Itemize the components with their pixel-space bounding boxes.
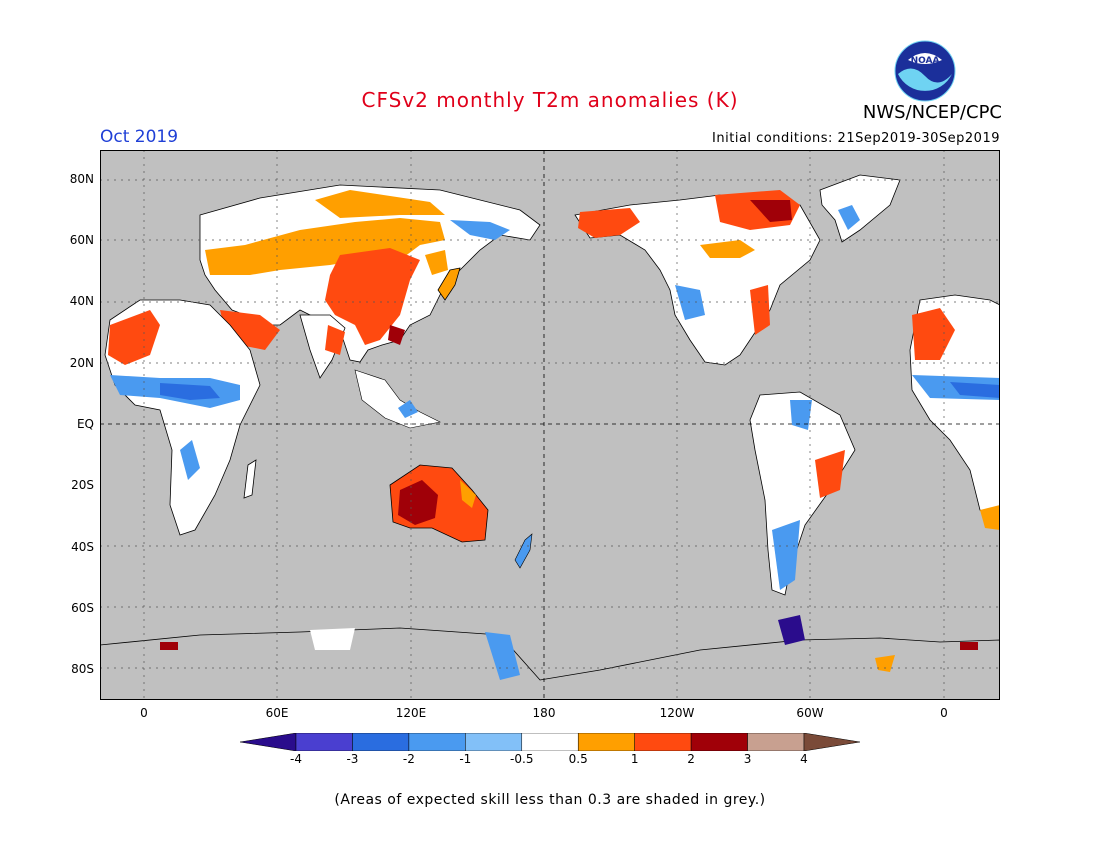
colorbar-label: 3 [743,752,752,766]
longitude-label: 180 [532,706,556,720]
colorbar-segment [240,733,297,751]
anomaly-south-africa-wrap-warm [980,505,1000,530]
anomaly-weddell-warm [875,655,895,672]
anomaly-east-us-hot [750,285,770,335]
anomaly-greenland-cool [838,205,860,230]
anomaly-china-mongolia-hot [325,248,420,345]
longitude-label: 0 [940,706,948,720]
latitude-label: 40N [69,294,94,308]
footnote: (Areas of expected skill less than 0.3 a… [334,792,766,808]
landmass-new-zealand [514,533,533,569]
landmass-greenland [819,174,901,243]
anomaly-central-canada-warm [700,240,755,258]
anomaly-west-us-cool [675,285,705,320]
anomaly-alaska-hot [578,208,640,238]
latitude-label: 20N [69,356,94,370]
colorbar-label: -1 [459,752,472,766]
longitude-label: 120W [659,706,695,720]
colorbar-segment [521,733,579,751]
landmass-madagascar [243,459,257,499]
landmass-africa [104,299,261,536]
colorbar-label: -2 [402,752,415,766]
colorbar [240,733,860,751]
longitude-label: 60W [796,706,824,720]
map-title: CFSv2 monthly T2m anomalies (K) [361,88,739,112]
anomaly-amazon-cool [790,400,812,430]
latitude-label: 80S [71,662,94,676]
latitude-label: 80N [69,172,94,186]
anomaly-ross-sea-cool [485,632,520,680]
graticule [100,150,1000,700]
anomaly-brazil-hot [815,450,845,498]
anomaly-central-africa-cool [180,440,200,480]
latitude-label: 60S [71,601,94,615]
colorbar-label: 0.5 [568,752,588,766]
colorbar-segment [295,733,353,751]
anomaly-india-hot [325,325,345,355]
longitude-label: 60E [265,706,289,720]
colorbar-label: -4 [290,752,302,766]
colorbar-segment [465,733,523,751]
anomaly-west-australia-very-hot [398,480,438,525]
anomaly-korea-warm [425,250,448,275]
anomaly-arctic-russia-warm [315,190,445,218]
colorbar-label: -0.5 [510,752,534,766]
latitude-label: 60N [69,233,94,247]
noaa-logo-icon: NOAA [894,40,956,102]
anomaly-queen-maud-very-hot [160,642,178,650]
colorbar-segment [690,733,748,751]
anomaly-antarctic-peninsula-very-cool [778,615,805,645]
logo-text: NOAA [911,56,940,66]
anomaly-sahel-cooler [160,383,220,400]
anomaly-queen-maud-wrap-very-hot [960,642,978,650]
longitude-label: 0 [140,706,148,720]
anomaly-east-australia-warm [460,480,476,508]
colorbar-segment [408,733,466,751]
anomaly-sahel-wrap-cooler [950,382,1000,398]
forecast-period: Oct 2019 [100,127,179,147]
landmass-japan [437,267,461,301]
longitude-label: 120E [395,706,427,720]
colorbar-segment [803,733,860,751]
colorbar-segment [352,733,410,751]
colorbar-label: -3 [346,752,359,766]
anomaly-siberia-warm [205,218,445,275]
world-map [100,150,1000,700]
latitude-label: 20S [71,478,94,492]
anomaly-south-china-very-hot [388,325,405,345]
colorbar-label: 1 [630,752,639,766]
anomaly-east-siberia-cool [450,220,510,240]
colorbar-label: 2 [687,752,695,766]
latitude-label: 40S [71,540,94,554]
colorbar-label: 4 [800,752,808,766]
latitude-label: EQ [76,417,94,431]
colorbar-segment [634,733,692,751]
landmass-indonesia [354,369,441,429]
anomaly-argentina-cool [772,520,800,590]
anomaly-west-sahara-hot [108,310,160,365]
colorbar-segment [577,733,635,751]
initial-conditions: Initial conditions: 21Sep2019-30Sep2019 [712,131,1000,146]
agency-label: NWS/NCEP/CPC [862,102,1002,123]
anomaly-east-antarctica-neutral [310,628,355,650]
anomaly-borneo-cool [398,400,418,418]
anomaly-hudson-very-hot [750,200,792,222]
colorbar-segment [747,733,805,751]
